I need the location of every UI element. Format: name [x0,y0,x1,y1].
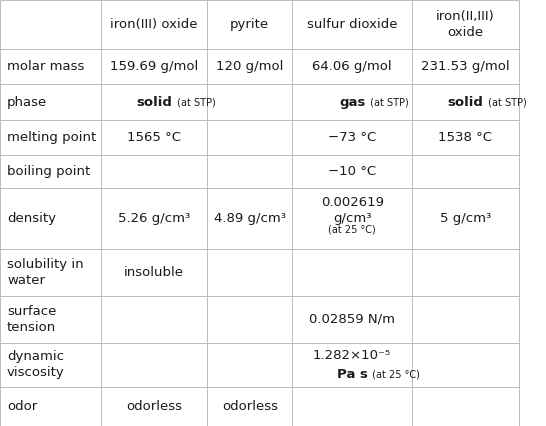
Text: 4.89 g/cm³: 4.89 g/cm³ [214,212,286,225]
Text: 1.282×10⁻⁵: 1.282×10⁻⁵ [313,348,391,362]
Text: phase: phase [7,95,48,109]
Text: −10 °C: −10 °C [328,165,376,178]
Text: odor: odor [7,400,37,413]
Text: odorless: odorless [222,400,278,413]
Text: boiling point: boiling point [7,165,90,178]
Text: insoluble: insoluble [124,266,184,279]
Text: −73 °C: −73 °C [328,131,376,144]
Text: 5 g/cm³: 5 g/cm³ [440,212,491,225]
Text: 159.69 g/mol: 159.69 g/mol [110,60,198,73]
Text: molar mass: molar mass [7,60,85,73]
Text: 1538 °C: 1538 °C [438,131,492,144]
Text: gas: gas [339,95,365,109]
Text: 5.26 g/cm³: 5.26 g/cm³ [118,212,191,225]
Text: surface
tension: surface tension [7,305,56,334]
Text: density: density [7,212,56,225]
Text: iron(II,III)
oxide: iron(II,III) oxide [436,10,495,39]
Text: solubility in
water: solubility in water [7,258,84,287]
Text: odorless: odorless [126,400,182,413]
Text: iron(III) oxide: iron(III) oxide [110,18,198,31]
Text: 0.002619
g/cm³: 0.002619 g/cm³ [321,196,384,225]
Text: 64.06 g/mol: 64.06 g/mol [312,60,392,73]
Text: solid: solid [136,95,172,109]
Text: 120 g/mol: 120 g/mol [216,60,283,73]
Text: pyrite: pyrite [230,18,269,31]
Text: sulfur dioxide: sulfur dioxide [307,18,397,31]
Text: (at STP): (at STP) [174,97,216,107]
Text: (at STP): (at STP) [367,97,409,107]
Text: melting point: melting point [7,131,96,144]
Text: (at 25 °C): (at 25 °C) [369,370,420,380]
Text: 231.53 g/mol: 231.53 g/mol [421,60,510,73]
Text: 1565 °C: 1565 °C [127,131,181,144]
Text: (at STP): (at STP) [485,97,527,107]
Text: 0.02859 N/m: 0.02859 N/m [309,313,395,326]
Text: Pa s: Pa s [337,368,367,381]
Text: (at 25 °C): (at 25 °C) [328,224,376,234]
Text: solid: solid [448,95,483,109]
Text: dynamic
viscosity: dynamic viscosity [7,351,65,380]
